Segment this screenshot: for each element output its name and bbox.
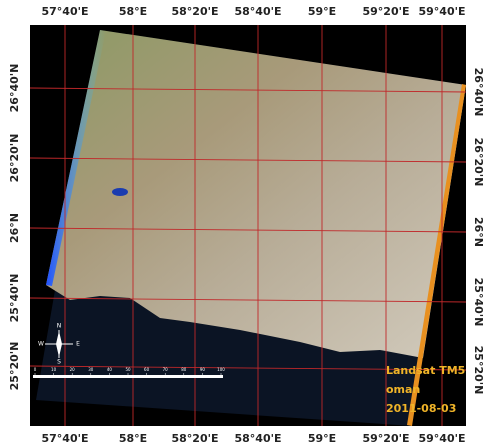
right-label: 26°20'N — [472, 138, 485, 187]
scale-label: 50 — [125, 367, 131, 372]
top-label: 59°40'E — [419, 5, 466, 18]
compass-w: W — [38, 341, 44, 348]
left-label: 26°20'N — [8, 134, 21, 183]
bottom-label: 58°40'E — [235, 432, 282, 445]
top-label: 58°E — [119, 5, 147, 18]
right-label: 26°N — [472, 217, 485, 247]
parallel — [29, 87, 467, 93]
annotation-line: Landsat TM5 — [386, 364, 465, 377]
compass: N E S W — [38, 323, 80, 366]
top-label: 58°40'E — [235, 5, 282, 18]
bottom-label: 59°E — [308, 432, 336, 445]
top-label: 59°E — [308, 5, 336, 18]
scale-label: 40 — [107, 367, 113, 372]
left-label: 25°40'N — [8, 274, 21, 323]
scale-label: 80 — [181, 367, 187, 372]
scale-label: 0 — [34, 367, 37, 372]
annotation-line: 2011-08-03 — [386, 402, 456, 415]
graticule — [29, 25, 467, 426]
parallel — [29, 297, 467, 303]
parallel — [29, 227, 467, 233]
compass-n: N — [57, 323, 62, 330]
bottom-label: 59°40'E — [419, 432, 466, 445]
land — [46, 30, 466, 358]
scene-edge — [407, 84, 466, 426]
left-label: 26°N — [8, 213, 21, 243]
lake — [112, 188, 128, 196]
parallel — [29, 157, 467, 163]
parallel — [29, 365, 467, 371]
right-label: 25°20'N — [472, 346, 485, 395]
left-label: 26°40'N — [8, 64, 21, 113]
right-label: 25°40'N — [472, 278, 485, 327]
scale-label: 100 — [217, 367, 225, 372]
compass-s: S — [57, 359, 61, 366]
top-label: 58°20'E — [172, 5, 219, 18]
scale-label: 20 — [70, 367, 76, 372]
top-label: 57°40'E — [42, 5, 89, 18]
scale-label: 10 — [51, 367, 57, 372]
scale-label: 60 — [144, 367, 150, 372]
left-label: 25°20'N — [8, 342, 21, 391]
scale-label: 70 — [163, 367, 169, 372]
scale-label: 90 — [200, 367, 206, 372]
bottom-label: 59°20'E — [363, 432, 410, 445]
scale-bar: 0 10 20 30 40 50 60 70 80 90 100 — [33, 367, 225, 378]
bottom-label: 57°40'E — [42, 432, 89, 445]
annotation-line: oman — [386, 383, 420, 396]
bottom-label: 58°20'E — [172, 432, 219, 445]
graticule-labels: 57°40'E 58°E 58°20'E 58°40'E 59°E 59°20'E 59°4… — [8, 5, 485, 445]
scale-label: 30 — [88, 367, 94, 372]
right-label: 26°40'N — [472, 68, 485, 117]
bottom-label: 58°E — [119, 432, 147, 445]
annotation: Landsat TM5 oman 2011-08-03 — [386, 364, 465, 415]
compass-e: E — [76, 341, 80, 348]
top-label: 59°20'E — [363, 5, 410, 18]
